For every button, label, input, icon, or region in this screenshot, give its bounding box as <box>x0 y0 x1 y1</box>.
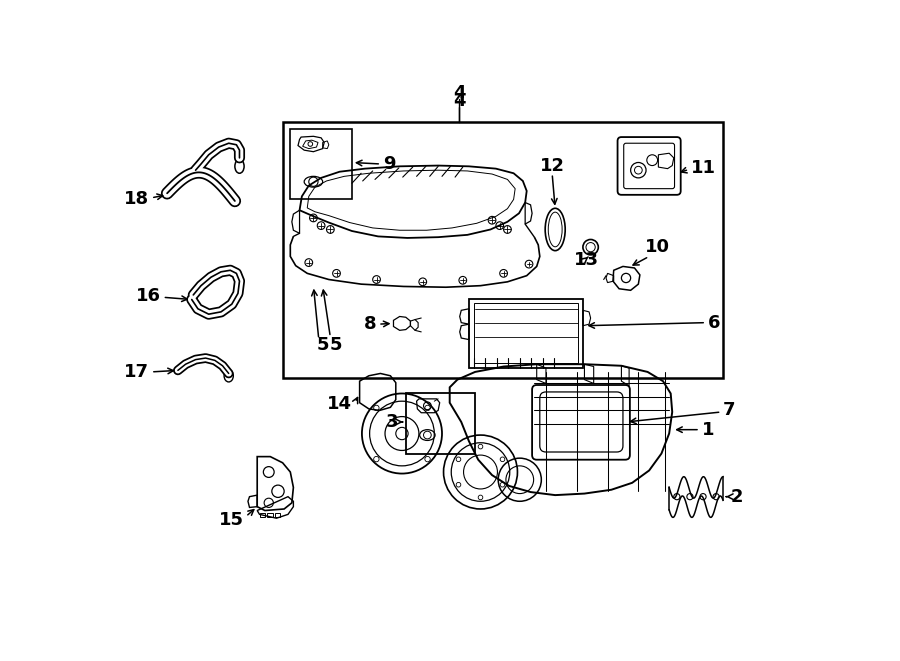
Text: 4: 4 <box>453 84 465 102</box>
Bar <box>473 303 579 364</box>
Text: 1: 1 <box>701 420 714 439</box>
Text: 7: 7 <box>723 401 735 420</box>
Text: 15: 15 <box>219 511 244 529</box>
Bar <box>274 513 280 518</box>
Text: 6: 6 <box>707 313 720 332</box>
Text: 12: 12 <box>540 157 564 175</box>
Bar <box>291 130 352 199</box>
Bar <box>469 299 583 368</box>
Text: 2: 2 <box>731 488 743 506</box>
Bar <box>283 122 723 378</box>
Text: 8: 8 <box>364 315 376 333</box>
Text: 13: 13 <box>573 251 598 269</box>
Text: 5: 5 <box>329 336 342 354</box>
Text: 10: 10 <box>644 238 670 256</box>
Text: 5: 5 <box>317 336 328 354</box>
Text: 14: 14 <box>327 395 352 413</box>
Text: 3: 3 <box>385 413 398 431</box>
Text: 4: 4 <box>453 92 465 110</box>
Text: 17: 17 <box>124 363 149 381</box>
Bar <box>406 393 475 453</box>
Bar <box>267 513 273 518</box>
Text: 16: 16 <box>136 288 161 305</box>
Text: 9: 9 <box>382 155 395 173</box>
Bar <box>259 513 265 518</box>
Text: 11: 11 <box>690 159 716 177</box>
Text: 18: 18 <box>124 190 149 208</box>
